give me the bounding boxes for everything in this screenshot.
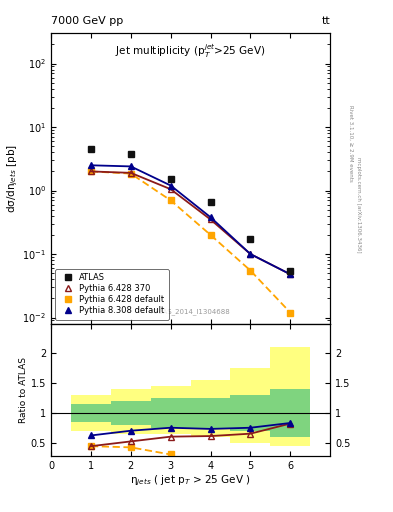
- Pythia 8.308 default: [288, 271, 293, 278]
- Y-axis label: dσ/dn$_{jets}$ [pb]: dσ/dn$_{jets}$ [pb]: [5, 144, 20, 213]
- Pythia 6.428 370: [88, 168, 93, 175]
- Pythia 8.308 default: [129, 163, 133, 169]
- Text: Jet multiplicity (p$_T^{jet}$>25 GeV): Jet multiplicity (p$_T^{jet}$>25 GeV): [115, 42, 266, 60]
- Text: tt: tt: [321, 16, 330, 26]
- Pythia 8.308 default: [208, 214, 213, 220]
- Legend: ATLAS, Pythia 6.428 370, Pythia 6.428 default, Pythia 8.308 default: ATLAS, Pythia 6.428 370, Pythia 6.428 de…: [55, 269, 169, 319]
- ATLAS: [129, 151, 133, 157]
- Line: Pythia 6.428 default: Pythia 6.428 default: [88, 168, 293, 315]
- Pythia 8.308 default: [248, 251, 253, 257]
- Pythia 8.308 default: [168, 182, 173, 188]
- Text: Rivet 3.1.10, ≥ 2.9M events: Rivet 3.1.10, ≥ 2.9M events: [348, 105, 353, 182]
- Pythia 6.428 default: [288, 309, 293, 315]
- Pythia 6.428 370: [288, 271, 293, 278]
- Y-axis label: Ratio to ATLAS: Ratio to ATLAS: [19, 357, 28, 423]
- Line: ATLAS: ATLAS: [88, 145, 294, 274]
- Line: Pythia 8.308 default: Pythia 8.308 default: [88, 162, 293, 277]
- Pythia 6.428 370: [168, 186, 173, 193]
- Pythia 6.428 default: [88, 168, 93, 175]
- ATLAS: [168, 176, 173, 182]
- ATLAS: [88, 146, 93, 152]
- ATLAS: [288, 267, 293, 273]
- Pythia 6.428 370: [129, 170, 133, 176]
- Text: mcplots.cern.ch [arXiv:1306.3436]: mcplots.cern.ch [arXiv:1306.3436]: [356, 157, 361, 252]
- X-axis label: η$_{jets}$ ( jet p$_T$ > 25 GeV ): η$_{jets}$ ( jet p$_T$ > 25 GeV ): [130, 473, 251, 488]
- Pythia 6.428 370: [208, 217, 213, 223]
- Pythia 6.428 default: [208, 232, 213, 238]
- Line: Pythia 6.428 370: Pythia 6.428 370: [88, 168, 293, 277]
- Text: ATLAS_2014_I1304688: ATLAS_2014_I1304688: [151, 308, 230, 315]
- Pythia 6.428 370: [248, 251, 253, 257]
- Pythia 6.428 default: [129, 170, 133, 177]
- Pythia 8.308 default: [88, 162, 93, 168]
- ATLAS: [208, 199, 213, 205]
- Pythia 6.428 default: [248, 267, 253, 273]
- Text: 7000 GeV pp: 7000 GeV pp: [51, 16, 123, 26]
- ATLAS: [248, 237, 253, 243]
- Pythia 6.428 default: [168, 197, 173, 203]
